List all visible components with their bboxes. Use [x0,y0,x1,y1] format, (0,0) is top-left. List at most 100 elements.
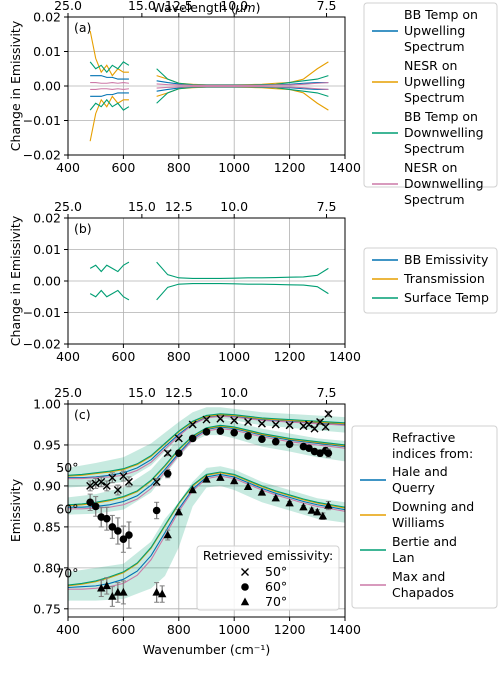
data-point [97,477,106,486]
x-tick-label: 1400 [329,622,361,637]
y-tick-label: 0.95 [33,437,61,452]
data-point [163,530,172,539]
inner-legend-label: 50° [265,564,287,579]
legend-label: Hale and [392,464,448,479]
legend-marker [240,597,250,606]
y-tick-label: 0.90 [33,478,61,493]
data-point [271,420,280,429]
data-point [310,424,319,433]
data-point [230,428,238,437]
data-point [86,481,95,490]
data-point [216,427,225,435]
top-tick-label: 15.0 [128,0,156,13]
data-point [271,437,280,446]
top-tick-label: 15.0 [128,385,156,400]
top-tick-label: 25.0 [54,0,82,13]
data-point [244,432,252,440]
data-point [230,476,239,485]
data-point [163,469,172,478]
panel-c: 400 600 800 1000 1200 1400 25.0 15.0 12.5 10.0 7.5… [8,385,361,657]
series-line [90,75,329,86]
x-tick-label: 800 [167,349,191,364]
data-point [324,501,333,509]
top-tick-label: 10.0 [220,385,248,400]
plot-area [89,30,329,142]
data-point [285,440,294,448]
data-point [119,587,128,596]
legend-box [351,425,498,609]
x-tick-label: 1200 [274,349,306,364]
data-point [102,514,111,523]
x-tick-label: 1200 [274,622,306,637]
legend-label: NESR on [404,58,457,73]
legend-b: BB Emissivity Transmission Surface Temp [363,247,498,314]
data-point [152,477,161,486]
legend-label: Bertie and [392,534,457,549]
series-line [90,81,329,86]
series-line [89,282,329,301]
data-point [257,419,266,428]
data-point [108,523,117,531]
x-tick-label: 600 [111,160,135,175]
data-point [108,592,117,600]
data-point [321,422,330,431]
legend-label: Williams [392,515,444,530]
panel-b: 400 600 800 1000 1200 1400 25.0 15.0 12.5 10.0 7.5… [8,199,361,364]
series-line [68,424,345,506]
series-line [89,86,329,142]
legend-label: Upwelling [404,74,465,89]
y-tick-label: 0.75 [33,601,61,616]
inner-legend-label: 60° [265,579,287,594]
data-point [114,527,122,535]
data-point [125,531,133,539]
legend-label: Surface Temp [404,290,489,305]
series-line [68,414,345,479]
legend-label: Upwelling [404,23,465,38]
series-line [68,471,345,586]
data-point [324,409,333,418]
inner-legend-label: 70° [265,594,287,609]
x-tick-label: 1200 [274,160,306,175]
data-point [271,493,280,502]
y-tick-label: −0.01 [23,113,61,128]
x-tick-label: 1400 [329,160,361,175]
y-axis-label: Change in Emissivity [8,215,23,346]
data-point [119,535,128,543]
panel-a: 400 600 800 1000 1200 1400 25.0 15.0 12.5 10.0 7.5… [8,0,361,175]
data-point [304,420,313,429]
data-point [91,502,100,511]
data-point [113,587,123,596]
top-tick-label: 10.0 [220,199,248,214]
series-line [90,86,329,91]
axes-frame [67,403,346,618]
series-line [90,86,329,97]
data-point [188,434,197,443]
data-point [174,434,183,443]
y-tick-label: 0.02 [33,10,61,25]
data-point [163,449,172,458]
panel-label: (c) [74,407,91,422]
data-point [102,581,111,590]
data-point [202,474,211,483]
data-point [202,415,211,424]
legend-label: Spectrum [404,90,465,105]
x-tick-label: 1000 [218,622,250,637]
x-tick-label: 600 [111,349,135,364]
data-point [108,473,117,482]
top-tick-label: 15.0 [128,199,156,214]
legend-label: BB Emissivity [404,252,489,267]
top-axis-label: Wavelength (μm) [152,0,260,15]
inner-legend-title: Retrieved emissivity: [203,548,333,563]
y-axis-label: Emissivity [8,478,23,542]
top-tick-label: 10.0 [220,0,248,13]
data-point [202,428,211,436]
top-tick-label: 7.5 [317,199,337,214]
legend-label: Downwelling [404,176,484,191]
data-point [152,587,161,596]
y-tick-label: −0.02 [23,148,61,163]
top-tick-label: 12.5 [165,0,193,13]
legend-box [363,2,498,188]
inner-legend: Retrieved emissivity:50°60°70° [196,545,340,611]
